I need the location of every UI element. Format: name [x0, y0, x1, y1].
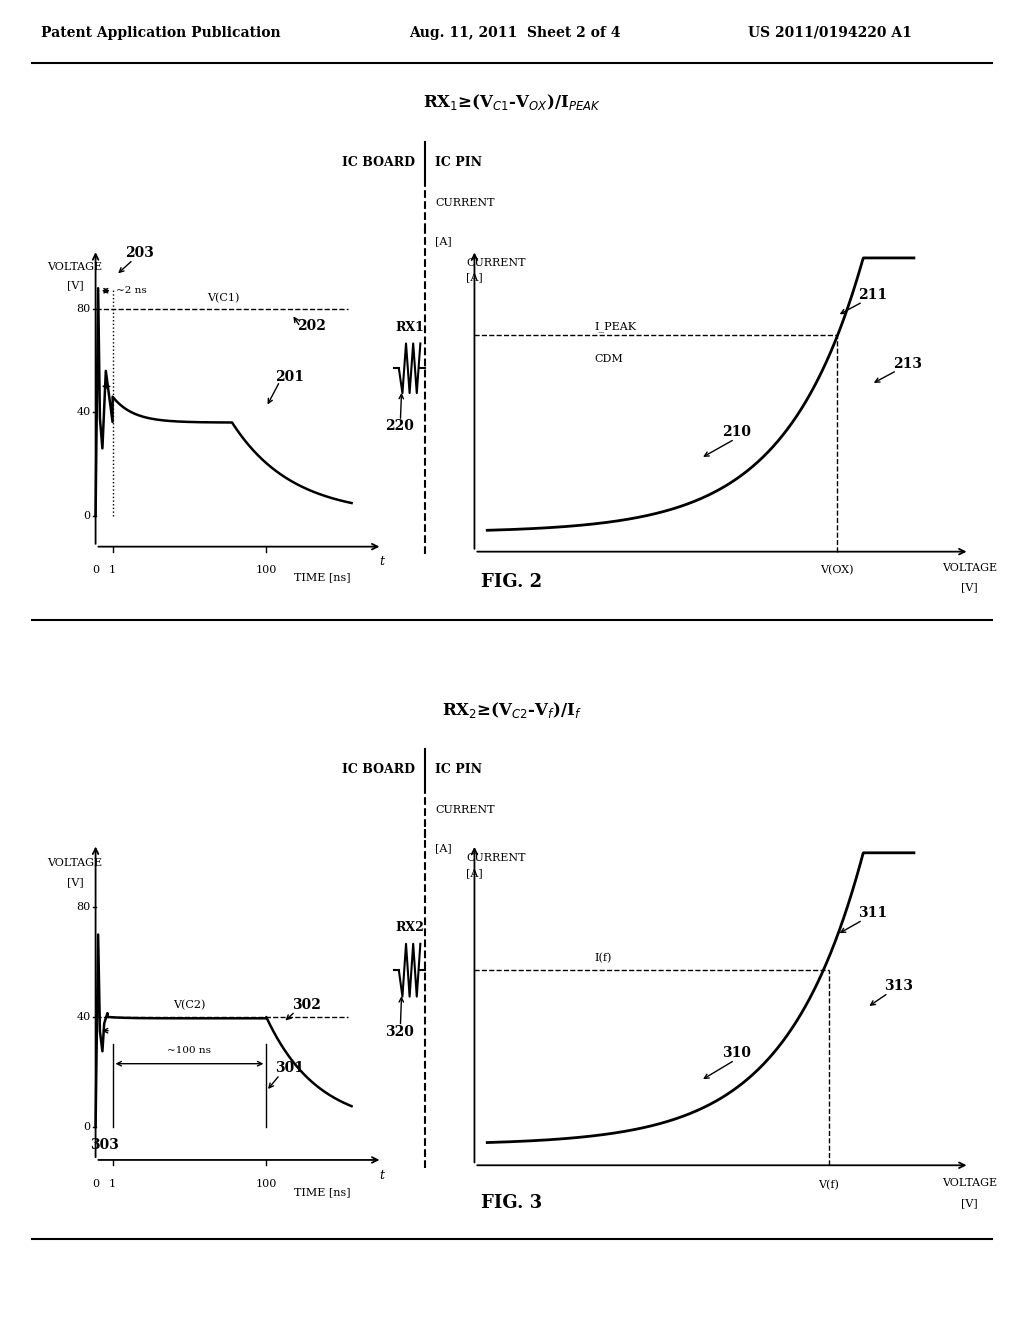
Text: RX1: RX1	[395, 321, 424, 334]
Text: IC BOARD: IC BOARD	[342, 156, 415, 169]
Text: VOLTAGE: VOLTAGE	[942, 562, 997, 573]
Text: RX$_2$≥(V$_{C2}$-V$_f$)/I$_f$: RX$_2$≥(V$_{C2}$-V$_f$)/I$_f$	[442, 700, 582, 719]
Text: V(OX): V(OX)	[820, 565, 854, 576]
Text: TIME [ns]: TIME [ns]	[294, 573, 351, 582]
Text: V(f): V(f)	[818, 1180, 839, 1191]
Text: 311: 311	[858, 906, 888, 920]
Text: [V]: [V]	[67, 280, 84, 290]
Text: [V]: [V]	[961, 1199, 978, 1208]
Text: CURRENT: CURRENT	[435, 805, 495, 814]
Text: 100: 100	[256, 565, 276, 574]
Text: [A]: [A]	[435, 236, 452, 246]
Text: I_PEAK: I_PEAK	[594, 321, 636, 333]
Text: 0: 0	[83, 511, 90, 520]
Text: [A]: [A]	[466, 272, 482, 282]
Text: 80: 80	[76, 902, 90, 912]
Text: VOLTAGE: VOLTAGE	[47, 263, 102, 272]
Text: IC PIN: IC PIN	[435, 763, 482, 776]
Text: 0: 0	[92, 565, 99, 574]
Text: Aug. 11, 2011  Sheet 2 of 4: Aug. 11, 2011 Sheet 2 of 4	[410, 26, 622, 40]
Text: 40: 40	[76, 408, 90, 417]
Text: FIG. 2: FIG. 2	[481, 573, 543, 591]
Text: 310: 310	[722, 1047, 751, 1060]
Text: US 2011/0194220 A1: US 2011/0194220 A1	[748, 26, 911, 40]
Text: ~2 ns: ~2 ns	[116, 286, 146, 296]
Text: I(f): I(f)	[594, 953, 611, 962]
Text: 313: 313	[884, 979, 913, 993]
Text: VOLTAGE: VOLTAGE	[47, 858, 102, 867]
Text: CDM: CDM	[594, 354, 623, 364]
Text: 211: 211	[858, 288, 888, 302]
Text: 0: 0	[83, 1122, 90, 1133]
Text: 210: 210	[722, 425, 751, 440]
Text: 40: 40	[76, 1012, 90, 1022]
Text: 1: 1	[110, 1179, 116, 1189]
Text: Patent Application Publication: Patent Application Publication	[41, 26, 281, 40]
Text: V(C2): V(C2)	[173, 1001, 206, 1011]
Text: 80: 80	[76, 304, 90, 314]
Text: 301: 301	[274, 1061, 304, 1074]
Text: IC BOARD: IC BOARD	[342, 763, 415, 776]
Text: IC PIN: IC PIN	[435, 156, 482, 169]
Text: CURRENT: CURRENT	[435, 198, 495, 207]
Text: RX$_1$≥(V$_{C1}$-V$_{OX}$)/I$_{PEAK}$: RX$_1$≥(V$_{C1}$-V$_{OX}$)/I$_{PEAK}$	[423, 92, 601, 112]
Text: [V]: [V]	[67, 876, 84, 887]
Text: [A]: [A]	[466, 869, 482, 878]
Text: FIG. 3: FIG. 3	[481, 1193, 543, 1212]
Text: 1: 1	[110, 565, 116, 574]
Text: CURRENT: CURRENT	[466, 257, 525, 268]
Text: 0: 0	[92, 1179, 99, 1189]
Text: 303: 303	[90, 1138, 119, 1152]
Text: ~100 ns: ~100 ns	[168, 1045, 211, 1055]
Text: [A]: [A]	[435, 843, 452, 853]
Text: V(C1): V(C1)	[208, 293, 240, 304]
Text: 201: 201	[274, 370, 304, 384]
Text: 220: 220	[385, 420, 414, 433]
Text: 203: 203	[126, 246, 155, 260]
Text: 100: 100	[256, 1179, 276, 1189]
Text: t: t	[380, 1170, 385, 1183]
Text: 320: 320	[385, 1026, 414, 1039]
Text: RX2: RX2	[395, 920, 424, 933]
Text: 202: 202	[297, 318, 326, 333]
Text: CURRENT: CURRENT	[466, 853, 525, 863]
Text: 213: 213	[893, 356, 922, 371]
Text: [V]: [V]	[961, 582, 978, 593]
Text: 302: 302	[292, 998, 321, 1011]
Text: t: t	[380, 554, 385, 568]
Text: VOLTAGE: VOLTAGE	[942, 1177, 997, 1188]
Text: TIME [ns]: TIME [ns]	[294, 1188, 351, 1197]
